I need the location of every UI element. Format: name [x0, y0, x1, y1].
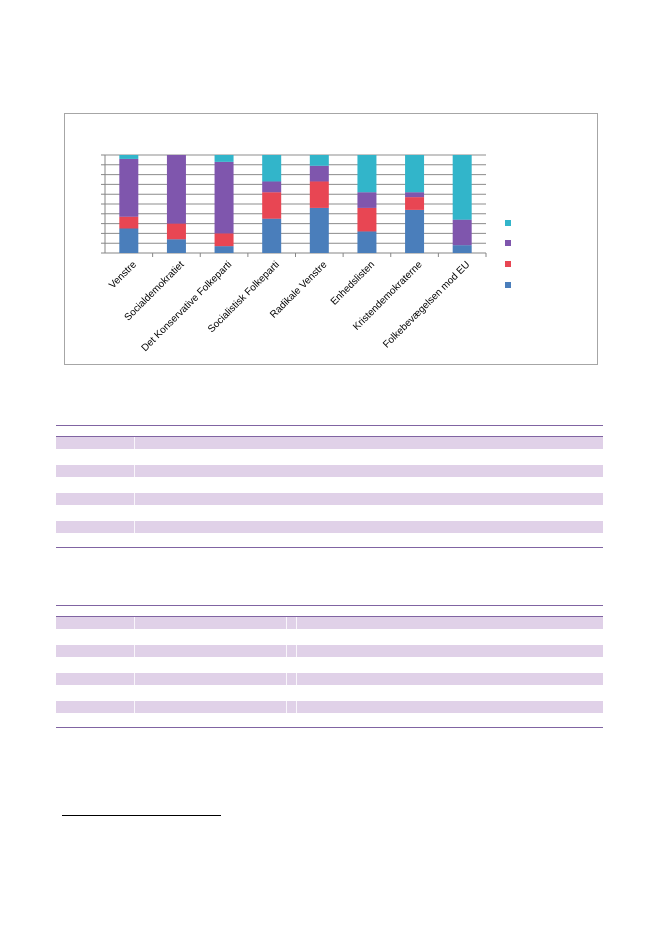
bar-segment	[262, 218, 282, 253]
x-tick-label: Enhedslisten	[329, 259, 377, 307]
bar-segment	[357, 192, 377, 208]
table-row	[56, 493, 603, 505]
legend-swatch	[505, 261, 511, 267]
table-header-rule	[56, 436, 603, 437]
table-row	[56, 673, 603, 685]
bar-segment	[166, 155, 186, 224]
bar-segment	[119, 228, 139, 253]
bar-segment	[452, 219, 472, 246]
bar-segment	[309, 181, 329, 208]
bar-segment	[309, 207, 329, 253]
bar-segment	[405, 192, 425, 198]
bar-segment	[452, 155, 472, 220]
table-top-rule	[56, 605, 603, 606]
legend-swatch	[505, 220, 511, 226]
data-table-2	[56, 605, 603, 729]
table-bottom-rule	[56, 547, 603, 548]
footnote-separator	[62, 815, 221, 816]
bar-segment	[214, 155, 234, 162]
x-tick-label: Folkebevægelsen mod EU	[381, 259, 472, 350]
table-row	[56, 645, 603, 657]
bar-segment	[309, 165, 329, 182]
bar-segment	[262, 192, 282, 219]
bar-segment	[405, 197, 425, 210]
bar-segment	[214, 161, 234, 234]
bar-segment	[405, 209, 425, 253]
bar-segment	[166, 223, 186, 240]
chart-frame: Venstre Socialdemokratiet Det Konservative…	[64, 113, 598, 365]
bar-segment	[119, 158, 139, 217]
data-table-1	[56, 425, 603, 549]
bar-segment	[357, 231, 377, 253]
bar-segment	[119, 155, 139, 159]
table-top-rule	[56, 425, 603, 426]
table-row	[56, 701, 603, 713]
bar-segment	[357, 155, 377, 193]
x-tick-label: Det Konservative Folkeparti	[140, 259, 235, 354]
bar-segment	[262, 155, 282, 182]
bar-segment	[214, 233, 234, 247]
legend-swatch	[505, 282, 511, 288]
legend-swatch	[505, 240, 511, 246]
bar-segment	[214, 246, 234, 253]
bar-segment	[452, 245, 472, 253]
table-row	[56, 465, 603, 477]
x-tick-label: Venstre	[107, 259, 139, 291]
table-header-rule	[56, 616, 603, 617]
table-row	[56, 521, 603, 533]
bar-segment	[405, 155, 425, 193]
table-column-divider	[296, 617, 297, 727]
bar-segment	[119, 216, 139, 229]
table-column-divider	[134, 617, 135, 727]
table-column-divider	[286, 617, 287, 727]
bar-segment	[262, 181, 282, 193]
bar-segment	[309, 155, 329, 166]
bar-segment	[357, 207, 377, 232]
table-row	[56, 437, 603, 449]
table-column-divider	[134, 437, 135, 547]
bar-segment	[166, 239, 186, 253]
table-bottom-rule	[56, 727, 603, 728]
table-row	[56, 617, 603, 629]
